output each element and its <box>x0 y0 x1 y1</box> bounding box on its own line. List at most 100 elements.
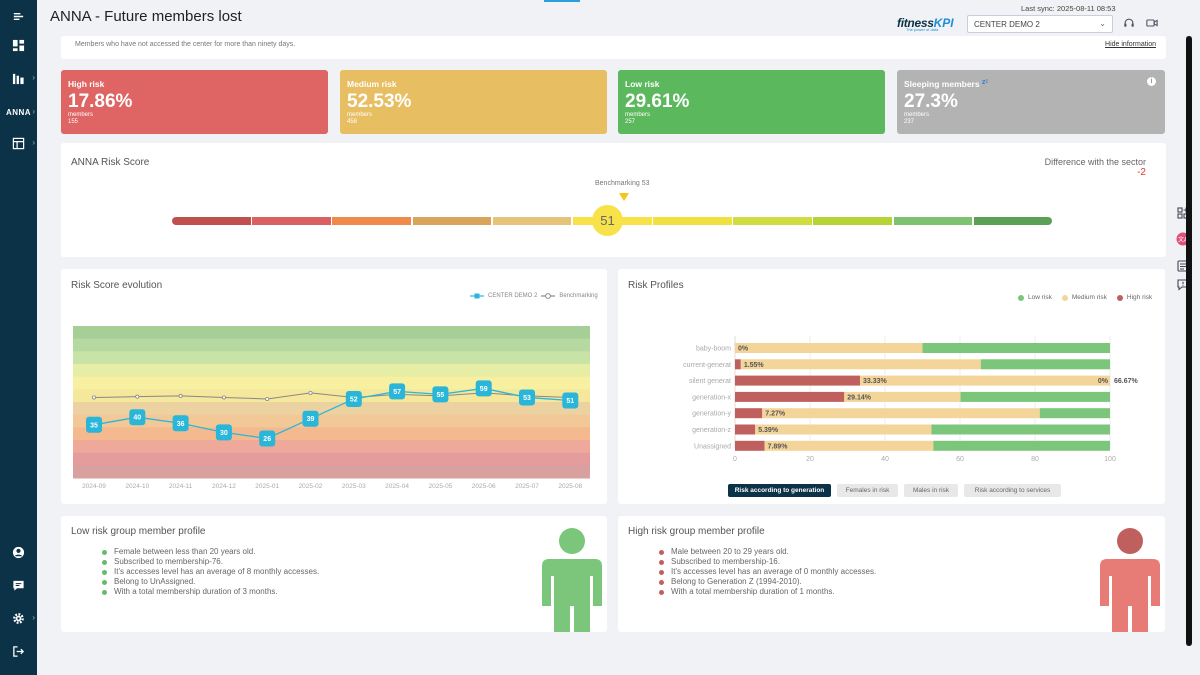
svg-text:文A: 文A <box>1178 236 1189 244</box>
sector-difference-value: -2 <box>1137 167 1146 178</box>
scrollbar[interactable] <box>1186 36 1192 646</box>
dashboard-icon <box>12 39 25 51</box>
list-item: With a total membership duration of 1 mo… <box>659 587 876 597</box>
risk-band <box>73 427 590 441</box>
benchmark-point <box>308 390 313 395</box>
legend-medium-label: Medium risk <box>1071 294 1107 301</box>
reports-icon <box>12 73 24 84</box>
benchmark-point <box>265 396 270 401</box>
risk-band <box>73 364 590 378</box>
profiles-legend: Low risk Medium risk High risk <box>1018 294 1152 301</box>
list-item: Male between 20 to 29 years old. <box>659 547 876 557</box>
kpi-low-risk: Low risk 29.61% members 257 <box>618 70 885 134</box>
data-label: 5.39% <box>758 427 779 434</box>
tab-risk-by-services[interactable]: Risk according to services <box>964 484 1061 497</box>
sidebar-item-anna[interactable]: ANNA › <box>0 101 37 123</box>
info-text: Members who have not accessed the center… <box>75 41 296 48</box>
bar-segment <box>931 424 1110 435</box>
page-title: ANNA - Future members lost <box>50 8 242 25</box>
list-item: Subscribed to membership-76. <box>102 557 319 567</box>
settings-icon <box>13 612 24 624</box>
kpi-members-count: 237 <box>904 119 915 125</box>
x-tick-label: 0 <box>733 456 737 463</box>
risk-score-title: ANNA Risk Score <box>71 157 150 168</box>
list-item: Belong to Generation Z (1994-2010). <box>659 577 876 587</box>
benchmark-point <box>135 394 140 399</box>
data-point <box>345 390 362 407</box>
x-tick-label: 2024-12 <box>212 483 236 490</box>
kpi-label: Medium risk <box>347 79 397 89</box>
bar-segment <box>735 343 923 353</box>
legend-bench-label: Benchmarking <box>559 293 598 299</box>
risk-band <box>73 452 590 466</box>
sidebar-item-profile[interactable] <box>0 541 37 563</box>
info-icon[interactable]: i <box>1147 77 1156 86</box>
sidebar-item-settings[interactable]: › <box>0 607 37 629</box>
kpi-members-label: members <box>904 112 930 118</box>
kpi-label: Sleeping members zᶻ <box>904 79 988 89</box>
video-camera-icon[interactable] <box>1146 17 1158 29</box>
tab-risk-by-generation[interactable]: Risk according to generation <box>728 484 831 497</box>
legend-center-swatch <box>470 293 484 299</box>
data-label: 51 <box>566 398 574 405</box>
header: ANNA - Future members lost fitnessKPI Th… <box>37 0 1200 36</box>
data-label: 40 <box>133 415 141 422</box>
bar-segment <box>735 440 765 451</box>
bar-segment <box>933 440 1110 451</box>
y-tick-label: baby-boom <box>696 346 731 353</box>
kpi-sleeping-members: Sleeping members zᶻ 27.3% members 237 i <box>897 70 1165 134</box>
tab-females-in-risk[interactable]: Females in risk <box>837 484 898 497</box>
list-item: Belong to UnAssigned. <box>102 577 319 587</box>
menu-toggle-button[interactable] <box>0 5 37 27</box>
sidebar-item-messages[interactable] <box>0 574 37 596</box>
bar-segment <box>1039 408 1110 419</box>
legend-high-dot <box>1116 294 1123 301</box>
data-label: 39 <box>307 416 315 423</box>
kpi-members-label: members <box>625 112 651 118</box>
bar-segment <box>755 424 932 435</box>
x-tick-label: 40 <box>881 456 889 463</box>
legend-high-label: High risk <box>1126 294 1153 301</box>
data-label: 30 <box>220 430 228 437</box>
y-tick-label: Unassigned <box>694 443 731 450</box>
bar-segment <box>735 359 741 370</box>
x-tick-label: 100 <box>1104 456 1116 463</box>
kpi-members-count: 257 <box>625 119 636 125</box>
legend-medium-dot <box>1061 294 1068 301</box>
benchmark-label: Benchmarking 53 <box>595 180 650 187</box>
tab-males-in-risk[interactable]: Males in risk <box>904 484 958 497</box>
data-label: 66.67% <box>1114 378 1139 385</box>
hide-information-link[interactable]: Hide information <box>1105 41 1156 48</box>
gauge-segment <box>973 217 1053 225</box>
info-bar: Members who have not accessed the center… <box>61 36 1166 59</box>
risk-evolution-title: Risk Score evolution <box>71 280 163 291</box>
x-tick-label: 80 <box>1031 456 1039 463</box>
kpi-percent: 52.53% <box>347 91 412 112</box>
center-select[interactable]: CENTER DEMO 2 ⌄ <box>967 15 1113 33</box>
headset-icon[interactable] <box>1123 17 1135 29</box>
kpi-members-label: members <box>68 112 94 118</box>
bar-segment <box>735 375 860 386</box>
brand-tagline: The power of data <box>906 27 939 32</box>
scrollbar-thumb[interactable] <box>1186 36 1192 646</box>
legend-low-dot <box>1018 294 1024 301</box>
user-icon <box>12 546 25 558</box>
benchmark-point <box>91 395 96 400</box>
legend-low-label: Low risk <box>1028 294 1052 301</box>
list-item: Female between less than 20 years old. <box>102 547 319 557</box>
risk-evolution-chart: 2024-09 2024-10 2024-11 2024-12 2025-01 2025-… <box>73 326 590 490</box>
benchmark-marker <box>619 193 629 201</box>
data-point <box>432 386 449 403</box>
high-risk-profile-card <box>618 516 1165 632</box>
list-item: It's accesses level has an average of 8 … <box>102 567 319 577</box>
brand-accent: KPI <box>933 16 954 30</box>
kpi-percent: 29.61% <box>625 91 690 112</box>
gauge-segment <box>332 217 412 225</box>
list-item: It's accesses level has an average of 0 … <box>659 567 876 577</box>
sidebar-item-logout[interactable] <box>0 640 37 662</box>
sidebar-item-tables[interactable]: › <box>0 132 37 154</box>
y-tick-label: current-generat <box>683 362 731 369</box>
kpi-label: Low risk <box>625 79 660 89</box>
sidebar-item-reports[interactable]: › <box>0 67 37 89</box>
sidebar-item-dashboard[interactable] <box>0 34 37 56</box>
